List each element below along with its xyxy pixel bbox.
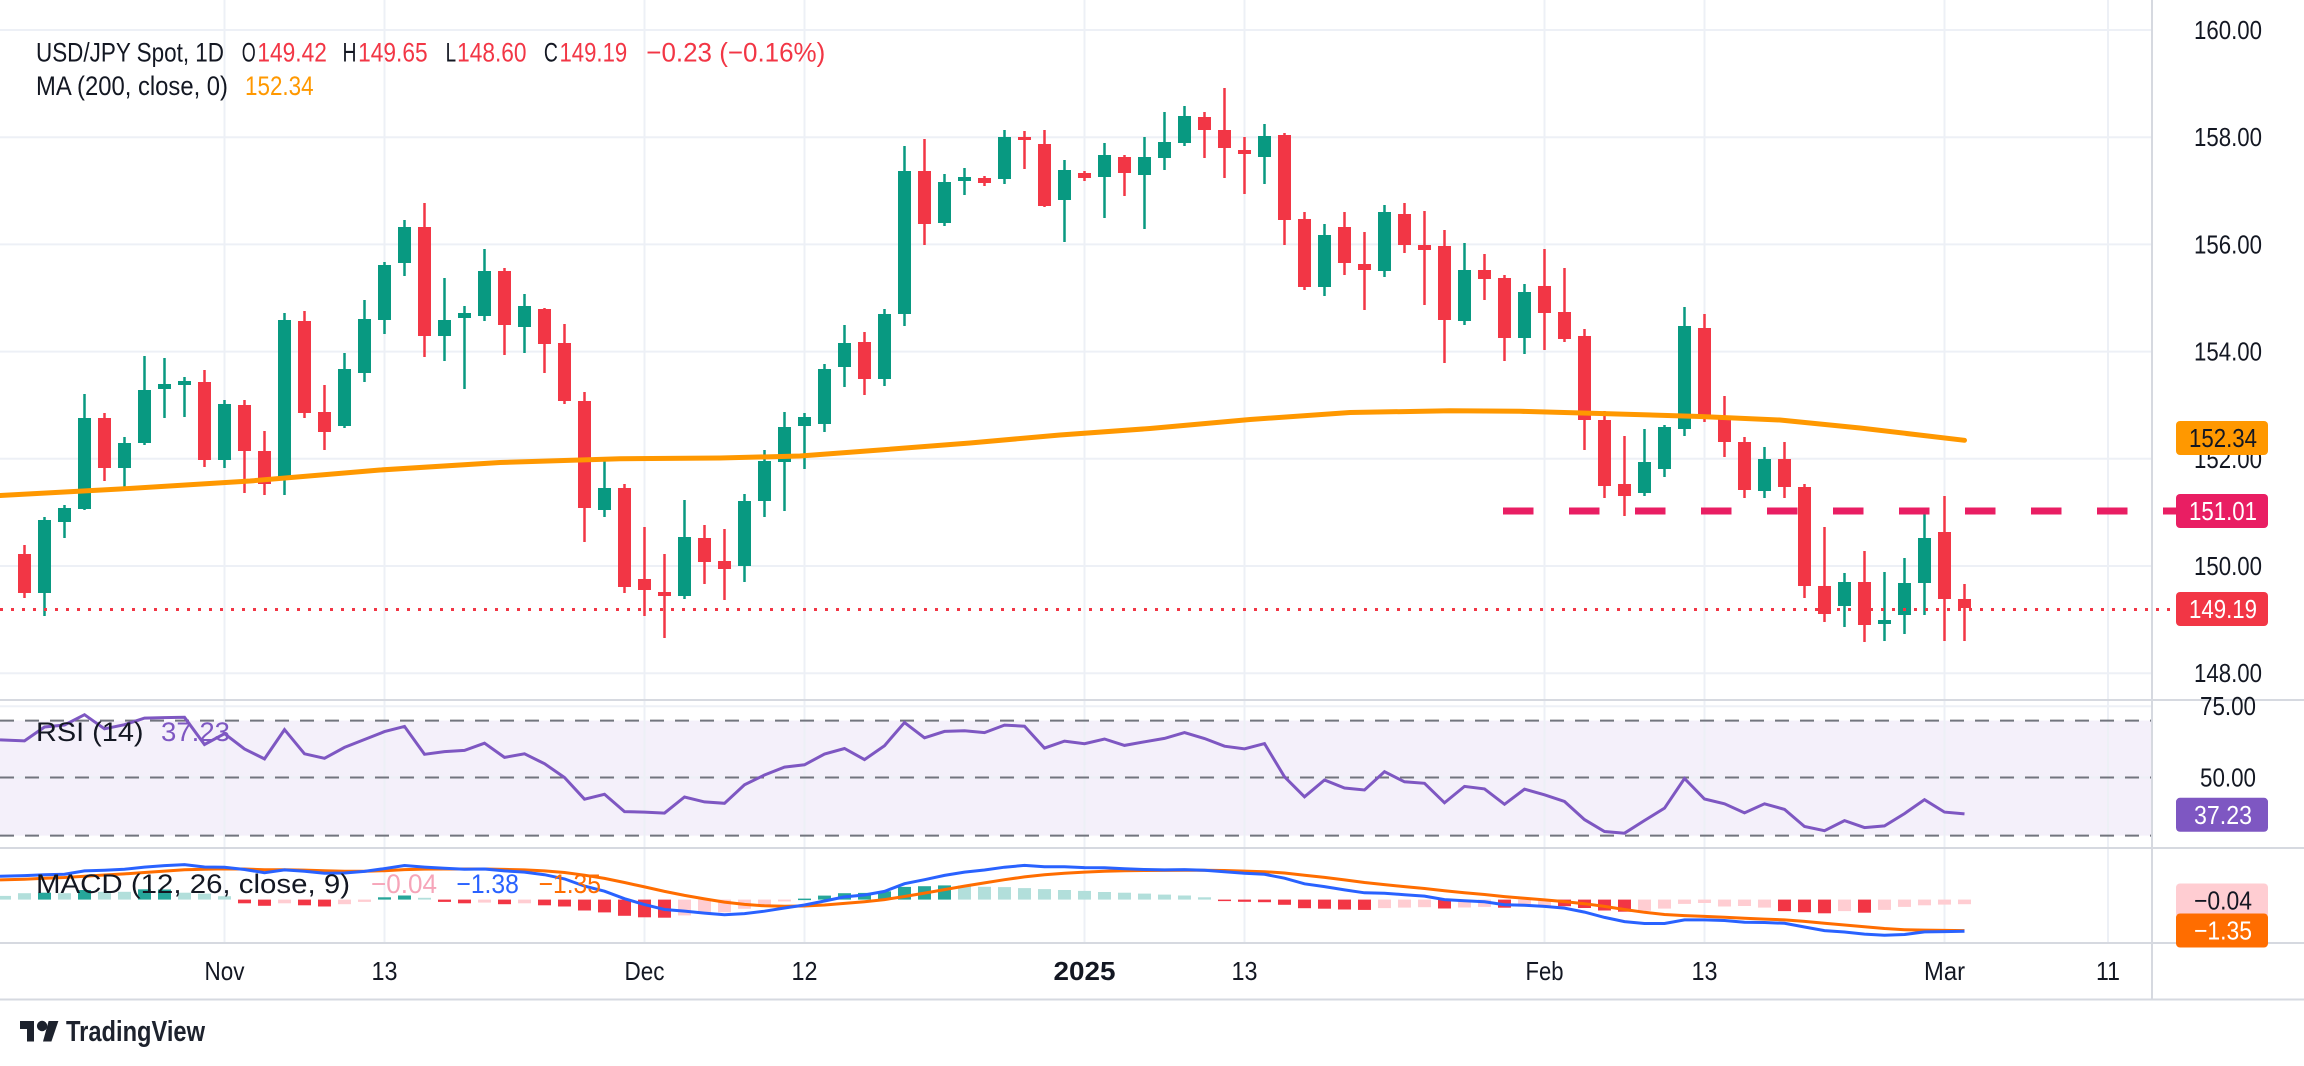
svg-text:−0.04: −0.04 — [371, 869, 437, 899]
svg-text:O: O — [242, 38, 256, 68]
svg-text:USD/JPY Spot, 1D: USD/JPY Spot, 1D — [36, 38, 224, 68]
svg-text:151.01: 151.01 — [2189, 496, 2257, 526]
svg-text:Mar: Mar — [1924, 956, 1965, 986]
svg-text:Feb: Feb — [1526, 956, 1564, 986]
svg-text:148.00: 148.00 — [2194, 658, 2262, 688]
svg-text:149.42: 149.42 — [257, 38, 327, 68]
svg-text:−1.38: −1.38 — [456, 869, 519, 899]
svg-text:TradingView: TradingView — [66, 1016, 206, 1048]
svg-text:−1.35: −1.35 — [2194, 916, 2252, 946]
svg-text:37.23: 37.23 — [2194, 800, 2252, 830]
svg-text:37.23: 37.23 — [161, 717, 230, 747]
svg-text:2025: 2025 — [1054, 956, 1116, 986]
svg-text:50.00: 50.00 — [2200, 763, 2256, 793]
svg-text:149.19: 149.19 — [560, 38, 628, 68]
svg-text:13: 13 — [1232, 956, 1258, 986]
svg-text:H: H — [343, 38, 357, 68]
svg-text:154.00: 154.00 — [2194, 337, 2262, 367]
svg-text:148.60: 148.60 — [457, 38, 526, 68]
svg-text:160.00: 160.00 — [2194, 15, 2262, 45]
svg-text:−1.35: −1.35 — [539, 869, 601, 899]
svg-text:C: C — [544, 38, 558, 68]
svg-text:Nov: Nov — [205, 956, 245, 986]
svg-text:150.00: 150.00 — [2194, 551, 2262, 581]
svg-text:RSI (14): RSI (14) — [36, 717, 144, 747]
svg-text:152.34: 152.34 — [2189, 423, 2257, 453]
svg-text:75.00: 75.00 — [2200, 691, 2256, 721]
svg-text:13: 13 — [1692, 956, 1718, 986]
svg-text:11: 11 — [2096, 956, 2120, 986]
svg-text:156.00: 156.00 — [2194, 229, 2262, 259]
svg-text:12: 12 — [792, 956, 818, 986]
svg-text:L: L — [446, 38, 457, 68]
svg-text:Dec: Dec — [625, 956, 665, 986]
svg-text:MA (200, close, 0): MA (200, close, 0) — [36, 71, 228, 101]
svg-text:149.65: 149.65 — [358, 38, 428, 68]
svg-text:−0.23 (−0.16%): −0.23 (−0.16%) — [646, 38, 825, 68]
svg-text:−0.04: −0.04 — [2194, 886, 2252, 916]
svg-text:158.00: 158.00 — [2194, 122, 2262, 152]
svg-text:MACD (12, 26, close, 9): MACD (12, 26, close, 9) — [36, 869, 350, 899]
svg-text:13: 13 — [372, 956, 398, 986]
svg-text:149.19: 149.19 — [2189, 594, 2257, 624]
svg-text:152.34: 152.34 — [245, 71, 314, 101]
